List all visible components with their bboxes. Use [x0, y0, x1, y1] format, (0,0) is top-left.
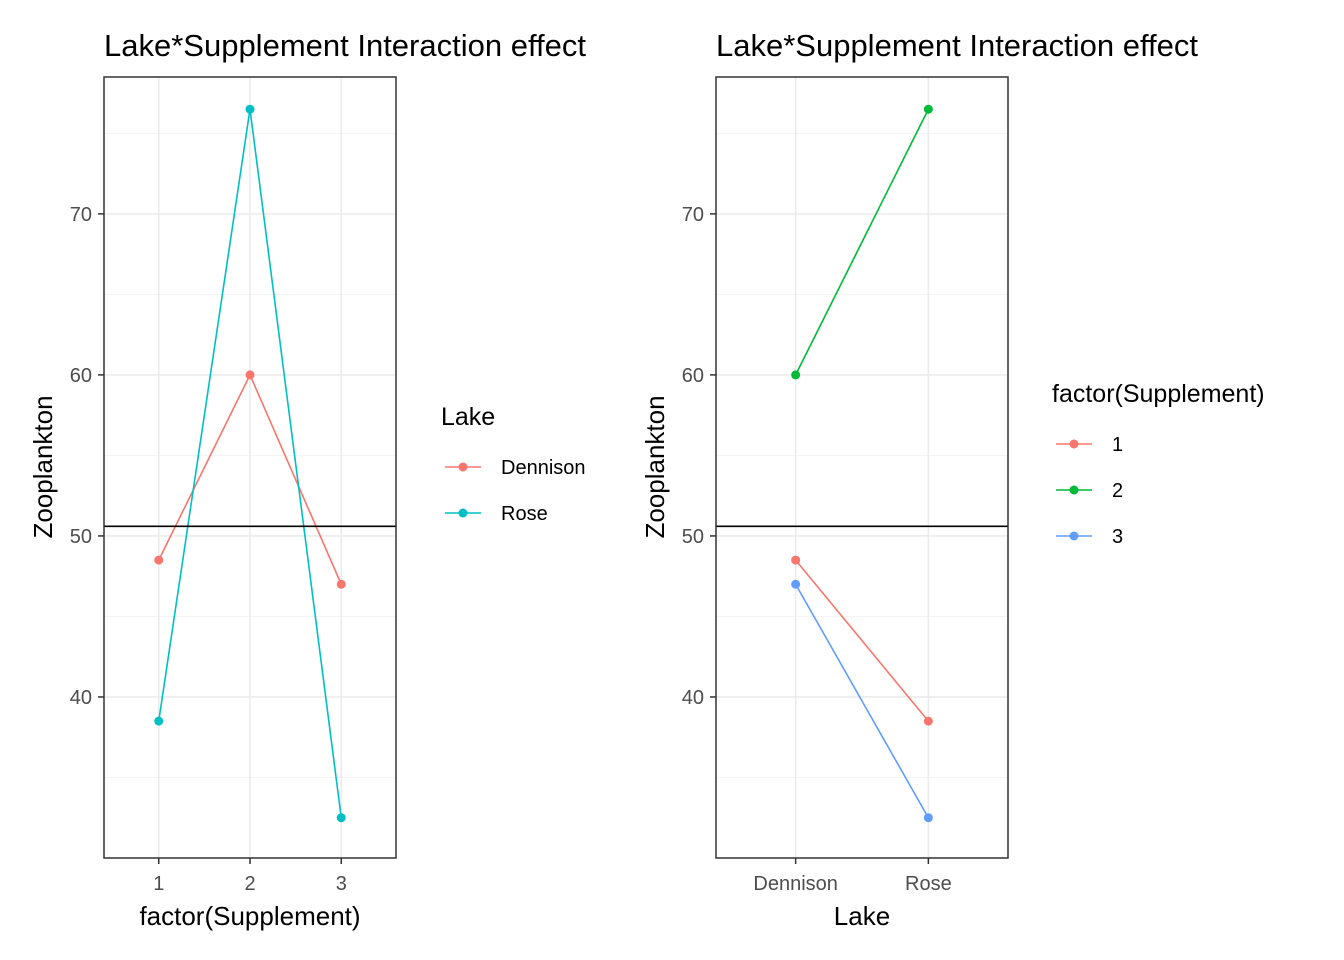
left-data-point-Dennison — [336, 579, 346, 589]
left-y-tick-label: 50 — [70, 526, 92, 548]
right-chart-title: Lake*Supplement Interaction effect — [716, 28, 1198, 63]
right-x-axis-title: Lake — [834, 901, 890, 931]
left-plot-marks — [104, 104, 396, 823]
left-data-point-Rose — [245, 104, 255, 114]
left-gridlines — [104, 77, 396, 858]
right-y-tick-label: 70 — [682, 204, 704, 226]
right-x-tick-label: Dennison — [753, 873, 838, 895]
left-x-tick-label: 3 — [336, 873, 347, 895]
right-chart: Lake*Supplement Interaction effect 40 50 6… — [640, 28, 1265, 931]
right-y-tick-label: 50 — [682, 526, 704, 548]
right-series-line-2 — [794, 108, 930, 376]
left-y-tick-label: 60 — [70, 365, 92, 387]
left-x-axis-title: factor(Supplement) — [139, 901, 360, 931]
right-legend-title: factor(Supplement) — [1052, 380, 1265, 408]
left-x-tick-label: 2 — [244, 873, 255, 895]
right-legend-label: 1 — [1112, 434, 1123, 456]
right-x-tick-label: Rose — [905, 873, 952, 895]
right-legend-key-point — [1069, 485, 1079, 495]
right-legend-key-point — [1069, 439, 1079, 449]
right-y-axis-title: Zooplankton — [640, 395, 670, 538]
left-y-tick-label: 40 — [70, 687, 92, 709]
right-data-point-3 — [923, 813, 933, 823]
left-legend-key-point — [458, 508, 468, 518]
left-data-point-Dennison — [245, 370, 255, 380]
right-series-line-3 — [794, 583, 930, 819]
left-chart-title: Lake*Supplement Interaction effect — [104, 28, 586, 63]
left-data-point-Rose — [154, 716, 164, 726]
right-y-tick-label: 60 — [682, 365, 704, 387]
right-data-point-1 — [923, 716, 933, 726]
left-axes: 40 50 60 70 1 2 3 — [70, 204, 347, 895]
left-legend-label: Rose — [501, 503, 548, 525]
left-data-point-Rose — [336, 813, 346, 823]
left-legend-title: Lake — [441, 403, 495, 431]
left-chart: Lake*Supplement Interaction effect 40 50 6… — [28, 28, 586, 931]
right-axes: 40 50 60 70 Dennison Rose — [682, 204, 952, 895]
right-series-line-1 — [795, 559, 929, 722]
right-y-tick-label: 40 — [682, 687, 704, 709]
right-data-point-3 — [791, 579, 801, 589]
right-data-point-1 — [791, 555, 801, 565]
left-y-tick-label: 70 — [70, 204, 92, 226]
right-data-point-2 — [923, 104, 933, 114]
left-legend: Lake Dennison Rose — [441, 403, 586, 525]
left-y-axis-title: Zooplankton — [28, 395, 58, 538]
right-legend: factor(Supplement) 1 2 3 — [1052, 380, 1265, 548]
right-panel-border — [715, 76, 1009, 859]
right-gridlines — [716, 77, 1008, 858]
left-legend-key-point — [458, 462, 468, 472]
right-plot-marks — [716, 104, 1008, 823]
left-data-point-Dennison — [154, 555, 164, 565]
right-legend-key-point — [1069, 531, 1079, 541]
left-legend-label: Dennison — [501, 457, 586, 479]
right-legend-label: 3 — [1112, 526, 1123, 548]
right-data-point-2 — [791, 370, 801, 380]
left-x-tick-label: 1 — [153, 873, 164, 895]
right-legend-label: 2 — [1112, 480, 1123, 502]
